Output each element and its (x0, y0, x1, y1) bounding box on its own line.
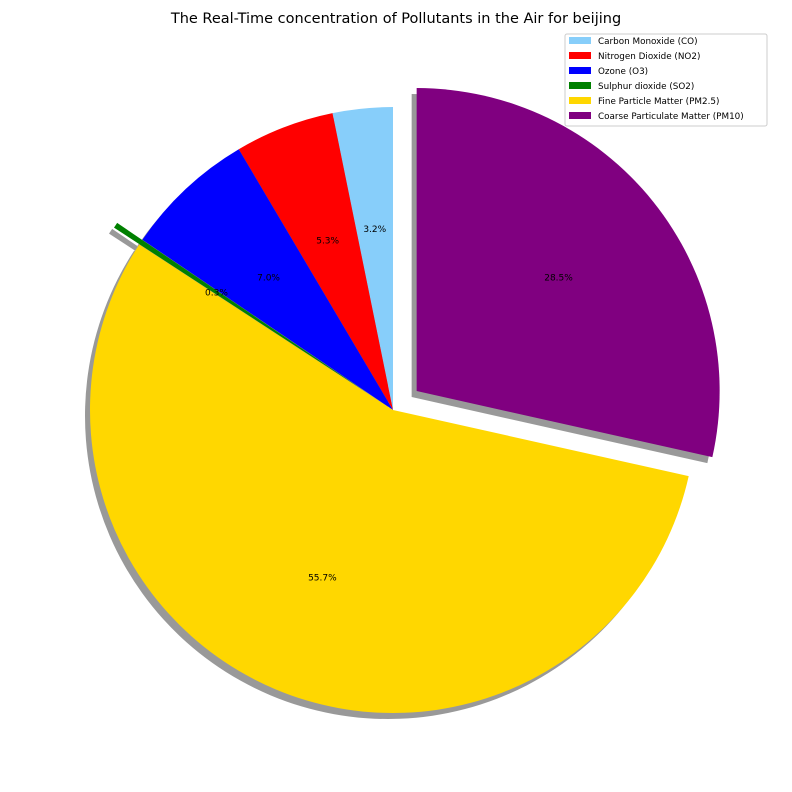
legend-swatch-carbon-monoxide-co (569, 37, 591, 44)
legend-label-carbon-monoxide-co: Carbon Monoxide (CO) (598, 37, 698, 47)
legend-label-ozone-o3: Ozone (O3) (598, 67, 648, 77)
pct-label-nitrogen-dioxide-no2: 5.3% (316, 236, 339, 246)
pct-label-sulphur-dioxide-so2: 0.3% (205, 288, 228, 298)
legend-swatch-ozone-o3 (569, 67, 591, 74)
percentage-labels: 3.2% 5.3% 7.0% 0.3% 55.7% 28.5% (205, 225, 573, 583)
chart-title: The Real-Time concentration of Pollutant… (170, 11, 621, 27)
pct-label-carbon-monoxide-co: 3.2% (363, 225, 386, 235)
legend-swatch-fine-particle-matter-pm2-5 (569, 97, 591, 104)
pct-label-coarse-particulate-matter-pm10: 28.5% (544, 273, 573, 283)
slice-nitrogen-dioxide-no2 (238, 113, 393, 411)
slice-coarse-particulate-matter-pm10 (416, 88, 720, 458)
slice-sulphur-dioxide-so2 (114, 222, 368, 394)
legend-swatch-sulphur-dioxide-so2 (569, 82, 591, 89)
pie-slices (89, 88, 720, 714)
legend-label-fine-particle-matter-pm2-5: Fine Particle Matter (PM2.5) (598, 97, 719, 107)
slice-fine-particle-matter-pm2-5 (89, 244, 689, 714)
legend-frame (564, 33, 768, 127)
legend: Carbon Monoxide (CO) Nitrogen Dioxide (NO… (564, 33, 768, 127)
slice-carbon-monoxide-co (332, 107, 393, 410)
legend-items: Carbon Monoxide (CO) Nitrogen Dioxide (NO… (569, 37, 744, 122)
pct-label-fine-particle-matter-pm2-5: 55.7% (308, 574, 337, 584)
legend-label-sulphur-dioxide-so2: Sulphur dioxide (SO2) (598, 82, 694, 92)
slice-ozone-o3 (142, 149, 393, 410)
legend-label-coarse-particulate-matter-pm10: Coarse Particulate Matter (PM10) (598, 112, 744, 122)
pct-label-ozone-o3: 7.0% (257, 273, 280, 283)
legend-swatch-nitrogen-dioxide-no2 (569, 52, 591, 59)
legend-swatch-coarse-particulate-matter-pm10 (569, 112, 591, 119)
legend-label-nitrogen-dioxide-no2: Nitrogen Dioxide (NO2) (598, 52, 700, 62)
